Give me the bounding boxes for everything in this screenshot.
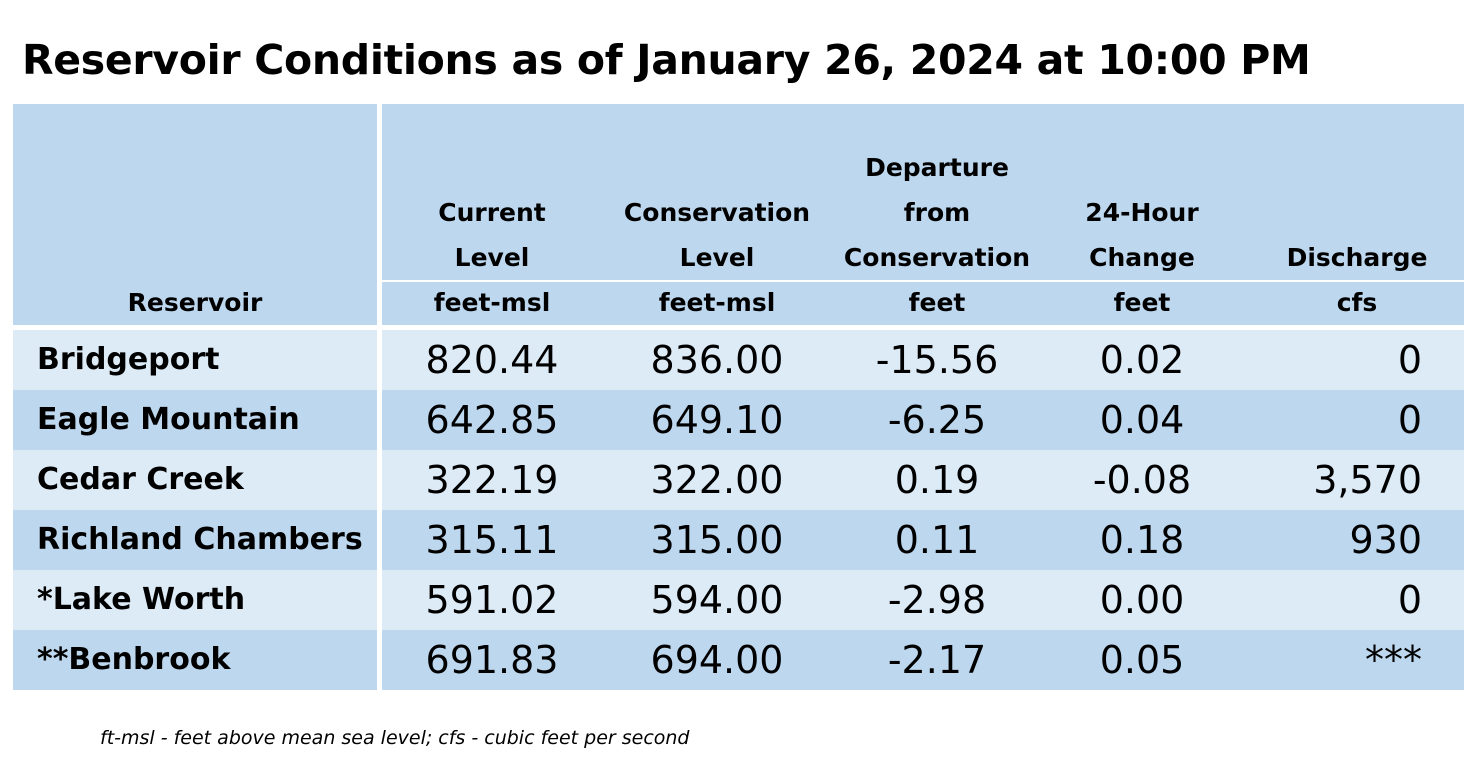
change-value: 0.05: [1099, 638, 1185, 682]
current-level-value: 591.02: [425, 578, 559, 622]
discharge-value: 0: [1397, 338, 1422, 382]
discharge-value: 3,570: [1313, 458, 1422, 502]
table-row: *Lake Worth 591.02 594.00 -2.98 0.00 0: [13, 570, 1464, 630]
header-line: Discharge: [1286, 243, 1428, 272]
row-values: 591.02 594.00 -2.98 0.00 0: [382, 570, 1464, 630]
conservation-level-value: 322.00: [650, 458, 784, 502]
conservation-level-value: 694.00: [650, 638, 784, 682]
table-row: Richland Chambers 315.11 315.00 0.11 0.1…: [13, 510, 1464, 570]
header-current-unit: feet-msl: [433, 288, 551, 317]
conservation-level-value: 594.00: [650, 578, 784, 622]
change-value: 0.00: [1099, 578, 1185, 622]
conservation-level-value: 836.00: [650, 338, 784, 382]
table-row: Bridgeport 820.44 836.00 -15.56 0.02 0: [13, 330, 1464, 390]
conservation-level-value: 315.00: [650, 518, 784, 562]
row-values: 315.11 315.00 0.11 0.18 930: [382, 510, 1464, 570]
current-level-value: 315.11: [425, 518, 559, 562]
row-values: 322.19 322.00 0.19 -0.08 3,570: [382, 450, 1464, 510]
reservoir-name: *Lake Worth: [13, 570, 377, 630]
change-value: 0.04: [1099, 398, 1185, 442]
header-change-unit: feet: [1113, 288, 1171, 317]
reservoir-name: Cedar Creek: [13, 450, 377, 510]
departure-value: 0.11: [894, 518, 980, 562]
header-reservoir-label: Reservoir: [127, 288, 263, 317]
divider: [13, 325, 1464, 330]
header-departure: Departure from Conservation: [822, 145, 1052, 280]
page-title: Reservoir Conditions as of January 26, 2…: [22, 36, 1311, 84]
change-value: 0.02: [1099, 338, 1185, 382]
header-current-level: Current Level: [392, 190, 592, 280]
discharge-value: 930: [1349, 518, 1422, 562]
row-values: 691.83 694.00 -2.17 0.05 ***: [382, 630, 1464, 690]
header-values-cell: Current Level feet-msl Conservation Leve…: [382, 104, 1464, 325]
header-line: Conservation: [843, 243, 1031, 272]
header-departure-unit: feet: [908, 288, 966, 317]
current-level-value: 691.83: [425, 638, 559, 682]
departure-value: -2.98: [887, 578, 987, 622]
change-value: -0.08: [1092, 458, 1192, 502]
current-level-value: 322.19: [425, 458, 559, 502]
departure-value: 0.19: [894, 458, 980, 502]
header-line: Level: [679, 243, 755, 272]
header-line: Conservation: [623, 198, 811, 227]
header-discharge-unit: cfs: [1336, 288, 1378, 317]
header-change: 24-Hour Change: [1047, 190, 1237, 280]
header-line: Change: [1089, 243, 1195, 272]
header-conservation-level: Conservation Level: [602, 190, 832, 280]
reservoir-table: Reservoir Current Level feet-msl Conserv…: [13, 104, 1464, 690]
header-conservation-unit: feet-msl: [658, 288, 776, 317]
row-values: 820.44 836.00 -15.56 0.02 0: [382, 330, 1464, 390]
reservoir-name: Richland Chambers: [13, 510, 377, 570]
table-row: Cedar Creek 322.19 322.00 0.19 -0.08 3,5…: [13, 450, 1464, 510]
discharge-value: 0: [1397, 398, 1422, 442]
header-reservoir-cell: Reservoir: [13, 104, 377, 325]
discharge-value: ***: [1365, 638, 1422, 682]
footnote: ft-msl - feet above mean sea level; cfs …: [100, 727, 690, 749]
current-level-value: 642.85: [425, 398, 559, 442]
header-line: 24-Hour: [1085, 198, 1199, 227]
table-header: Reservoir Current Level feet-msl Conserv…: [13, 104, 1464, 325]
departure-value: -6.25: [887, 398, 987, 442]
row-values: 642.85 649.10 -6.25 0.04 0: [382, 390, 1464, 450]
header-discharge: Discharge: [1262, 235, 1452, 280]
header-line: Departure: [865, 153, 1009, 182]
header-divider: [382, 280, 1464, 282]
header-line: from: [903, 198, 971, 227]
reservoir-name: Bridgeport: [13, 330, 377, 390]
conservation-level-value: 649.10: [650, 398, 784, 442]
departure-value: -2.17: [887, 638, 987, 682]
reservoir-name: **Benbrook: [13, 630, 377, 690]
reservoir-name: Eagle Mountain: [13, 390, 377, 450]
table-row: **Benbrook 691.83 694.00 -2.17 0.05 ***: [13, 630, 1464, 690]
departure-value: -15.56: [875, 338, 999, 382]
header-line: Level: [454, 243, 530, 272]
header-line: Current: [438, 198, 546, 227]
discharge-value: 0: [1397, 578, 1422, 622]
change-value: 0.18: [1099, 518, 1185, 562]
table-row: Eagle Mountain 642.85 649.10 -6.25 0.04 …: [13, 390, 1464, 450]
current-level-value: 820.44: [425, 338, 559, 382]
